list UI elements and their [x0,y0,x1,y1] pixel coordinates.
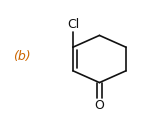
Text: (b): (b) [13,50,30,63]
Text: O: O [95,99,104,112]
Text: Cl: Cl [67,18,79,31]
